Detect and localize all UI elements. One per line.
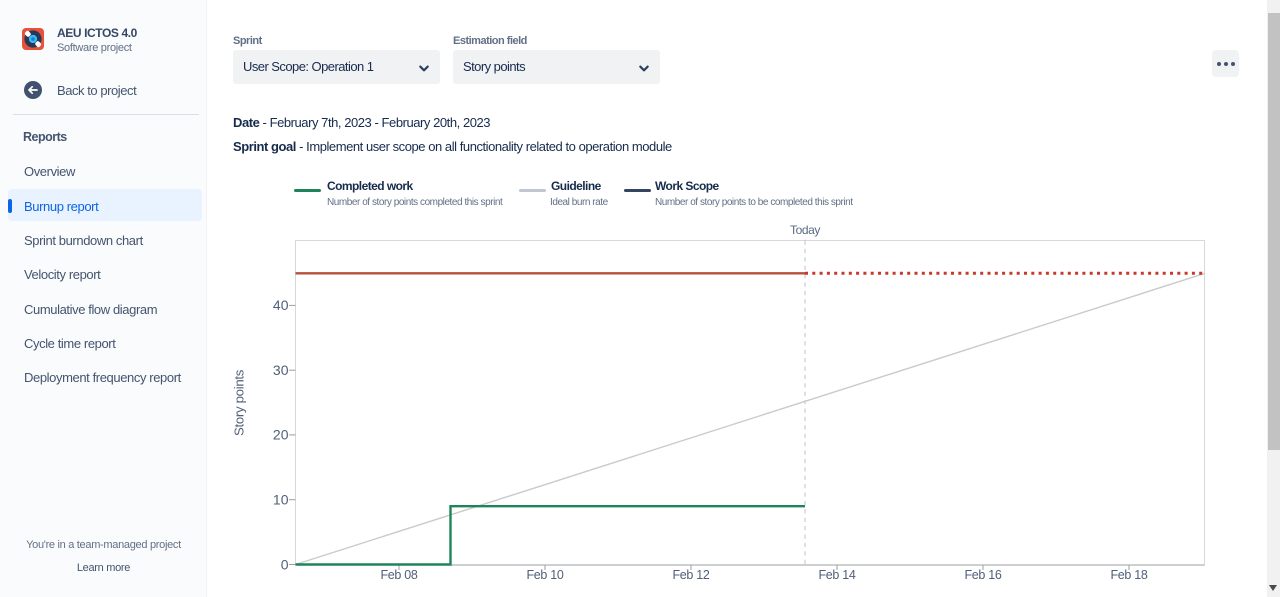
svg-text:30: 30 bbox=[273, 362, 289, 378]
svg-text:0: 0 bbox=[281, 556, 289, 572]
svg-text:Feb 08: Feb 08 bbox=[380, 568, 417, 582]
svg-text:20: 20 bbox=[273, 427, 289, 443]
svg-text:Feb 16: Feb 16 bbox=[964, 568, 1001, 582]
svg-text:Feb 12: Feb 12 bbox=[672, 568, 709, 582]
svg-text:Feb 10: Feb 10 bbox=[526, 568, 563, 582]
svg-text:40: 40 bbox=[273, 297, 289, 313]
svg-text:Feb 18: Feb 18 bbox=[1110, 568, 1147, 582]
svg-text:Story points: Story points bbox=[232, 369, 247, 436]
svg-text:Feb 14: Feb 14 bbox=[818, 568, 855, 582]
svg-text:10: 10 bbox=[273, 492, 289, 508]
